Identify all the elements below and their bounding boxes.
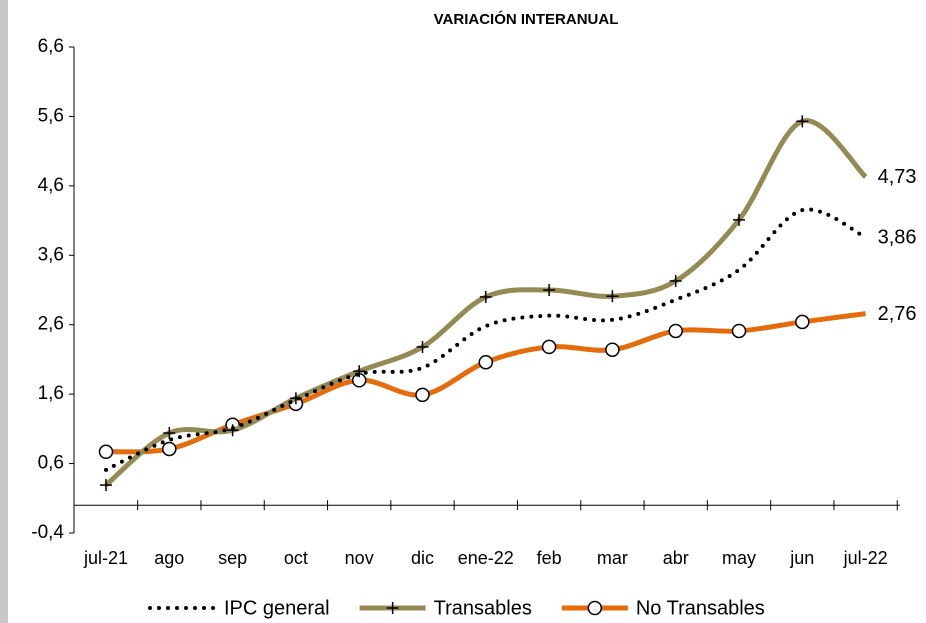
value-label: 2,76 [878,303,917,325]
y-tick-label: 1,6 [38,383,64,404]
x-tick-label: may [722,548,756,568]
legend-label: No Transables [636,597,765,619]
circle-marker [731,323,747,339]
x-tick-label: ene-22 [458,548,514,568]
value-label: 3,86 [878,227,917,249]
circle-marker [541,339,557,355]
plus-marker [416,340,429,353]
x-tick-label: feb [537,548,562,568]
plus-marker [100,479,112,492]
legend-circle [587,600,603,616]
x-tick-label: oct [284,548,308,568]
plus-marker [543,284,556,296]
side-strip [0,0,8,623]
x-tick-label: sep [218,548,247,568]
plus-marker [163,427,176,440]
plus-marker [733,213,745,226]
circle-marker [478,354,494,370]
legend-label: Transables [434,597,532,619]
x-tick-label: mar [597,548,628,568]
x-tick-label: jul-22 [843,548,888,568]
x-tick-label: jul-21 [83,548,128,568]
y-tick-label: -0,4 [31,522,64,543]
plus-marker [669,274,682,287]
circle-marker [98,444,114,460]
chart-title: VARIACIÓN INTERANUAL [434,10,619,28]
x-tick-label: abr [663,548,689,568]
y-tick-label: 3,6 [38,244,64,265]
series-line [104,207,868,472]
circle-marker [415,387,430,403]
x-tick-label: nov [345,548,374,568]
x-tick-label: jun [789,548,814,568]
x-tick-label: ago [154,548,184,568]
circle-marker [162,441,177,457]
plus-marker [353,365,366,378]
circle-marker [795,314,810,330]
circle-marker [668,323,683,339]
y-tick-label: 4,6 [38,175,64,196]
plus-marker [479,290,492,303]
plus-marker [606,290,619,303]
y-tick-label: 5,6 [38,105,64,126]
y-tick-label: 6,6 [38,36,64,57]
legend-label: IPC general [224,597,330,619]
y-tick-label: 2,6 [38,314,64,335]
plus-marker [796,115,809,128]
x-tick-label: dic [411,548,434,568]
value-label: 4,73 [878,166,917,188]
y-tick-label: 0,6 [38,453,64,474]
circle-marker [605,342,620,357]
